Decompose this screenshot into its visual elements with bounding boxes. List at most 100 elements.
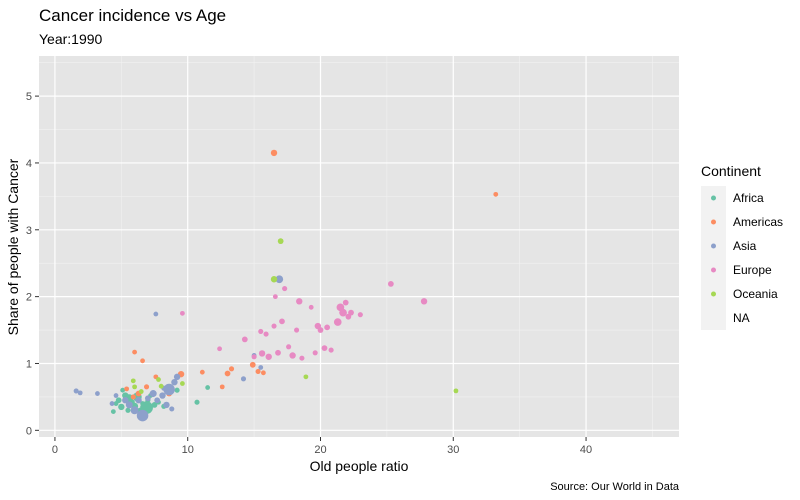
point-asia [130,406,139,415]
legend-swatch [711,267,716,273]
point-europe [289,352,296,359]
point-europe [272,294,278,300]
point-europe [258,350,266,357]
point-africa [174,387,180,393]
point-europe [387,281,394,287]
point-americas [143,384,150,390]
legend-swatch [711,243,716,249]
point-asia [275,275,284,284]
point-africa [205,385,211,390]
y-tick-label: 0 [26,425,32,437]
point-asia [171,378,178,386]
point-americas [493,191,499,197]
minor-grid [39,56,679,437]
legend-label: NA [733,311,750,325]
x-tick-label: 30 [447,444,459,456]
point-europe [275,349,281,356]
point-africa [125,407,131,413]
point-africa [118,403,125,411]
y-tick-label: 3 [26,225,32,237]
point-asia [136,409,149,422]
point-asia [149,390,157,398]
point-africa [120,387,126,393]
y-tick-label: 2 [26,292,32,304]
legend-label: Oceania [733,287,778,301]
point-americas [132,349,138,355]
point-europe [241,336,248,343]
point-asia [163,383,175,396]
legend-swatch [711,195,716,201]
legend-label: Africa [733,191,764,205]
point-americas [124,386,130,392]
point-americas [140,358,145,364]
y-tick-label: 5 [26,91,32,103]
point-asia [154,397,161,404]
point-europe [357,312,363,318]
x-tick-label: 40 [580,444,592,456]
point-asia [173,373,181,381]
point-asia [159,392,166,399]
point-oceania [277,238,284,245]
point-europe [312,350,318,356]
legend-key [701,306,726,330]
point-africa [151,402,158,408]
point-asia [153,311,159,317]
point-europe [180,310,185,316]
point-oceania [453,388,459,394]
point-americas [199,369,205,375]
point-africa [110,409,116,414]
point-asia [77,390,83,396]
point-oceania [132,384,138,390]
point-europe [251,354,257,360]
point-europe [299,355,305,361]
major-grid [39,56,679,437]
y-tick-label: 1 [26,358,32,370]
point-europe [263,331,269,337]
point-asia [73,388,79,394]
point-americas [130,394,136,400]
point-africa [115,397,122,404]
point-americas [260,370,266,376]
legend-swatch [711,291,716,297]
legend: Continent Africa Americas Asia Europe Oceani… [701,163,783,330]
point-asia [113,393,119,398]
point-europe [271,323,277,329]
point-europe [296,298,303,305]
point-americas [270,149,278,157]
point-oceania [303,374,309,380]
point-asia [163,401,170,409]
x-tick-label: 10 [182,444,194,456]
legend-swatch [711,219,716,225]
point-oceania [158,383,164,389]
x-tick-label: 20 [314,444,326,456]
y-tick-label: 4 [26,158,32,170]
point-oceania [156,377,161,382]
point-europe [321,345,328,351]
point-europe [342,299,349,306]
point-europe [317,327,324,333]
plot-panel [39,56,679,437]
chart-subtitle: Year:1990 [39,31,103,47]
legend-label: Americas [733,215,783,229]
legend-label: Asia [733,239,757,253]
point-europe [348,309,354,316]
point-asia [109,401,115,406]
point-oceania [130,378,136,384]
x-axis-ticks: 0 10 20 30 40 [52,437,592,456]
point-americas [255,368,261,375]
point-europe [324,324,331,331]
point-americas [224,370,231,377]
point-oceania [180,381,185,386]
point-asia [240,376,247,382]
x-axis-label: Old people ratio [310,458,409,474]
point-europe [279,318,285,325]
point-europe [339,308,347,317]
point-asia [95,391,100,396]
y-axis-ticks: 0 1 2 3 4 5 [26,91,39,437]
point-oceania [270,276,278,283]
point-europe [420,298,428,305]
point-europe [308,304,314,310]
legend-title: Continent [701,163,761,179]
point-europe [286,344,292,350]
